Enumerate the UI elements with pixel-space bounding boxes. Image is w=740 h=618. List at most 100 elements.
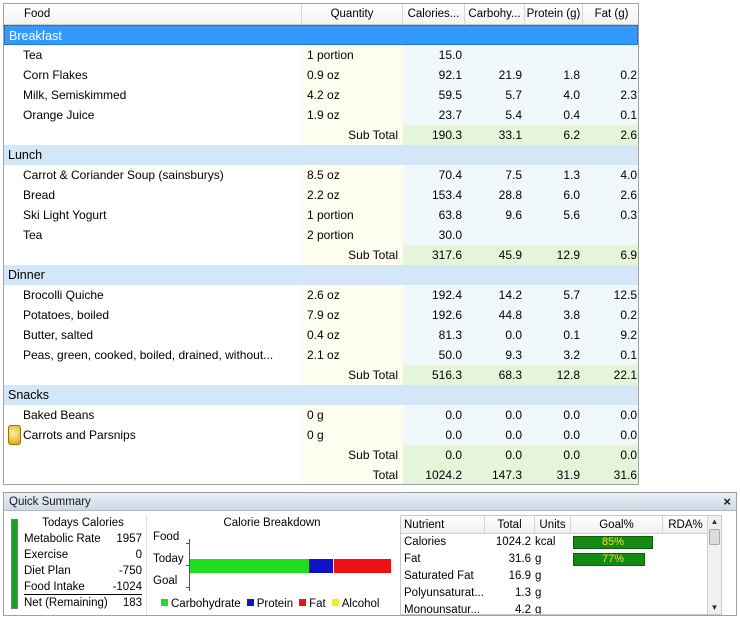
locked-food-icon — [8, 425, 21, 445]
calorie-line: Exercise 0 — [24, 547, 142, 563]
food-row[interactable]: Orange Juice 1.9 oz 23.7 5.4 0.4 0.1 — [4, 105, 638, 125]
total-label: Total — [302, 465, 403, 484]
food-row[interactable]: Bread 2.2 oz 153.4 28.8 6.0 2.6 — [4, 185, 638, 205]
food-carbohydrate: 21.9 — [465, 65, 525, 85]
food-quantity[interactable]: 2.1 oz — [302, 345, 403, 365]
column-header-nutrient[interactable]: Nutrient — [401, 516, 485, 534]
goal-percent: 85% — [601, 536, 625, 548]
food-name: Orange Juice — [23, 108, 95, 122]
food-calories: 63.8 — [403, 205, 465, 225]
nutrient-unit: g — [535, 604, 542, 615]
food-row[interactable]: Baked Beans 0 g 0.0 0.0 0.0 0.0 — [4, 405, 638, 425]
column-header-food[interactable]: Food — [4, 4, 302, 25]
food-quantity[interactable]: 8.5 oz — [302, 165, 403, 185]
meal-header-lunch[interactable]: Lunch — [4, 145, 638, 165]
calorie-line-value: 0 — [135, 549, 142, 561]
nutrient-row[interactable]: Monounsatur... 4.2 g — [401, 602, 721, 615]
column-header-calories[interactable]: Calories... — [403, 4, 465, 25]
legend-swatch — [331, 599, 339, 606]
column-header-quantity[interactable]: Quantity — [302, 4, 403, 25]
nutrient-row[interactable]: Saturated Fat 16.9 g — [401, 568, 721, 585]
close-icon[interactable]: × — [723, 494, 731, 509]
food-name: Tea — [23, 228, 43, 242]
food-calories: 15.0 — [403, 45, 465, 65]
column-header-total[interactable]: Total — [485, 516, 535, 534]
food-quantity[interactable]: 0.9 oz — [302, 65, 403, 85]
food-protein: 3.8 — [525, 305, 583, 325]
nutrient-total: 1024.2 — [495, 536, 531, 548]
food-calories: 30.0 — [403, 225, 465, 245]
nutrient-row[interactable]: Fat 31.6 g 77% — [401, 551, 721, 568]
nutrient-row[interactable]: Calories 1024.2 kcal 85% — [401, 534, 721, 551]
food-fat: 0.0 — [583, 425, 638, 445]
total-carbohydrate: 147.3 — [465, 465, 525, 484]
nutrient-table-scrollbar[interactable]: ▲ ▼ — [707, 516, 721, 614]
subtotal-fat: 22.1 — [583, 365, 638, 385]
meal-header-snacks[interactable]: Snacks — [4, 385, 638, 405]
subtotal-carbohydrate: 68.3 — [465, 365, 525, 385]
food-quantity[interactable]: 2.2 oz — [302, 185, 403, 205]
food-row[interactable]: Peas, green, cooked, boiled, drained, wi… — [4, 345, 638, 365]
food-row[interactable]: Ski Light Yogurt 1 portion 63.8 9.6 5.6 0.3 — [4, 205, 638, 225]
meal-name: Breakfast — [9, 29, 62, 43]
meal-header-breakfast[interactable]: Breakfast — [4, 25, 638, 45]
nutrient-row[interactable]: Polyunsaturat... 1.3 g — [401, 585, 721, 602]
column-header-carbohydrate[interactable]: Carbohy... — [465, 4, 525, 25]
nutrient-unit: g — [535, 570, 542, 582]
food-quantity[interactable]: 1 portion — [302, 205, 403, 225]
scroll-up-icon[interactable]: ▲ — [710, 517, 719, 526]
food-row[interactable]: Tea 2 portion 30.0 — [4, 225, 638, 245]
nutrient-unit: kcal — [535, 536, 556, 548]
food-quantity[interactable]: 4.2 oz — [302, 85, 403, 105]
nutrient-total: 4.2 — [515, 604, 531, 615]
legend-item-carbohydrate: Carbohydrate — [161, 598, 241, 610]
total-calories: 1024.2 — [403, 465, 465, 484]
calorie-line-label: Metabolic Rate — [24, 533, 101, 545]
goal-progress-fill — [573, 536, 653, 549]
subtotal-row: Sub Total 516.3 68.3 12.8 22.1 — [4, 365, 638, 385]
scroll-thumb[interactable] — [709, 529, 720, 545]
food-quantity[interactable]: 2 portion — [302, 225, 403, 245]
scroll-down-icon[interactable]: ▼ — [710, 603, 719, 612]
food-row[interactable]: Milk, Semiskimmed 4.2 oz 59.5 5.7 4.0 2.3 — [4, 85, 638, 105]
food-protein: 3.2 — [525, 345, 583, 365]
food-calories: 23.7 — [403, 105, 465, 125]
food-row[interactable]: Carrot & Coriander Soup (sainsburys) 8.5 … — [4, 165, 638, 185]
food-quantity[interactable]: 0.4 oz — [302, 325, 403, 345]
calorie-line-value: 1957 — [116, 533, 142, 545]
food-quantity[interactable]: 2.6 oz — [302, 285, 403, 305]
nutrient-table-header: Nutrient Total Units Goal% RDA% — [401, 516, 721, 534]
food-quantity[interactable]: 1 portion — [302, 45, 403, 65]
breakdown-row-goal: Goal — [153, 575, 178, 587]
column-header-units[interactable]: Units — [535, 516, 571, 534]
legend-swatch — [299, 599, 307, 606]
food-name: Corn Flakes — [23, 68, 88, 82]
nutrient-name: Saturated Fat — [404, 570, 474, 582]
food-diary-grid[interactable]: Food Quantity Calories... Carbohy... Pro… — [3, 3, 639, 485]
calorie-line-value: -750 — [118, 565, 142, 577]
calorie-line-label: Net (Remaining) — [24, 597, 108, 609]
food-fat: 4.0 — [583, 165, 638, 185]
column-header-protein[interactable]: Protein (g) — [525, 4, 583, 25]
meal-header-dinner[interactable]: Dinner — [4, 265, 638, 285]
legend-item-alcohol: Alcohol — [331, 598, 379, 610]
food-row[interactable]: Brocolli Quiche 2.6 oz 192.4 14.2 5.7 12.5 — [4, 285, 638, 305]
column-header-rda-pct[interactable]: RDA% — [663, 516, 709, 534]
food-row[interactable]: Corn Flakes 0.9 oz 92.1 21.9 1.8 0.2 — [4, 65, 638, 85]
food-carbohydrate: 5.4 — [465, 105, 525, 125]
food-name: Ski Light Yogurt — [23, 208, 107, 222]
food-row[interactable]: Butter, salted 0.4 oz 81.3 0.0 0.1 9.2 — [4, 325, 638, 345]
food-protein: 5.6 — [525, 205, 583, 225]
nutrient-name: Monounsatur... — [404, 604, 481, 615]
food-quantity[interactable]: 7.9 oz — [302, 305, 403, 325]
food-quantity[interactable]: 0 g — [302, 405, 403, 425]
food-row[interactable]: Potatoes, boiled 7.9 oz 192.6 44.8 3.8 0.2 — [4, 305, 638, 325]
column-header-goal-pct[interactable]: Goal% — [571, 516, 663, 534]
food-row[interactable]: Tea 1 portion 15.0 — [4, 45, 638, 65]
food-row[interactable]: Carrots and Parsnips 0 g 0.0 0.0 0.0 0.0 — [4, 425, 638, 445]
column-header-fat[interactable]: Fat (g) — [594, 8, 629, 20]
food-quantity[interactable]: 0 g — [302, 425, 403, 445]
food-quantity[interactable]: 1.9 oz — [302, 105, 403, 125]
nutrient-table[interactable]: Nutrient Total Units Goal% RDA% Calories… — [400, 515, 722, 615]
food-calories: 153.4 — [403, 185, 465, 205]
